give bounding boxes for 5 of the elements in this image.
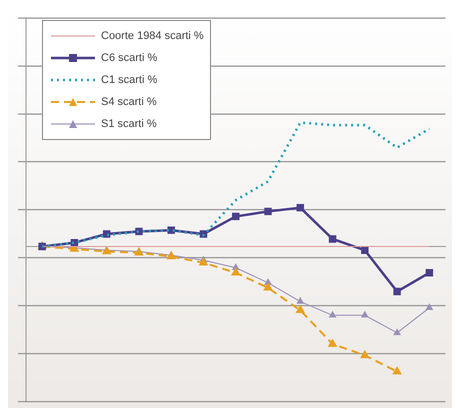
legend-label: C1 scarti % bbox=[101, 74, 158, 86]
legend-label: S4 scarti % bbox=[101, 96, 157, 108]
legend-label: Coorte 1984 scarti % bbox=[101, 30, 204, 42]
legend-label: C6 scarti % bbox=[101, 52, 158, 64]
legend-label: S1 scarti % bbox=[101, 118, 157, 130]
